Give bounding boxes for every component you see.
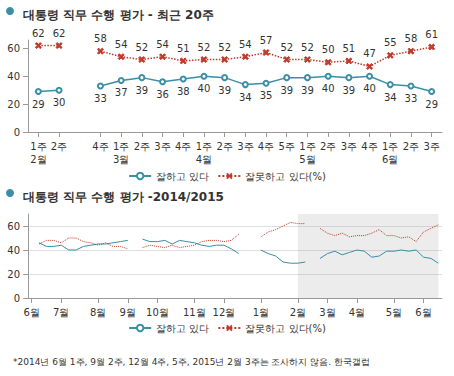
svg-text:2주: 2주 — [51, 141, 67, 152]
svg-text:33: 33 — [405, 93, 418, 104]
svg-text:51: 51 — [342, 43, 355, 54]
svg-text:40: 40 — [7, 245, 20, 256]
svg-text:58: 58 — [94, 33, 107, 44]
svg-text:30: 30 — [53, 97, 66, 108]
svg-text:39: 39 — [280, 85, 293, 96]
svg-text:4주: 4주 — [361, 141, 377, 152]
svg-text:51: 51 — [177, 43, 190, 54]
svg-text:37: 37 — [115, 87, 128, 98]
svg-text:잘못하고 있다(%): 잘못하고 있다(%) — [245, 171, 326, 182]
svg-text:2월: 2월 — [290, 307, 306, 318]
svg-text:0: 0 — [14, 127, 20, 138]
svg-text:58: 58 — [405, 33, 418, 44]
svg-text:47: 47 — [363, 48, 376, 59]
svg-text:5주: 5주 — [279, 141, 295, 152]
svg-text:5월: 5월 — [299, 154, 315, 165]
svg-text:잘못하고 있다(%): 잘못하고 있다(%) — [245, 323, 326, 334]
svg-text:52: 52 — [218, 42, 231, 53]
svg-text:잘하고 있다: 잘하고 있다 — [156, 323, 209, 334]
svg-text:60: 60 — [7, 43, 20, 54]
svg-text:4주: 4주 — [92, 141, 108, 152]
svg-text:4주: 4주 — [258, 141, 274, 152]
svg-text:39: 39 — [301, 85, 314, 96]
svg-text:2주: 2주 — [134, 141, 150, 152]
svg-text:29: 29 — [32, 99, 45, 110]
svg-text:대통령 직무 수행 평가 -2014/2015: 대통령 직무 수행 평가 -2014/2015 — [23, 190, 224, 204]
svg-text:33: 33 — [94, 93, 107, 104]
svg-text:2월: 2월 — [30, 154, 46, 165]
svg-text:34: 34 — [384, 92, 397, 103]
svg-text:5월: 5월 — [386, 307, 402, 318]
svg-text:10월: 10월 — [146, 307, 169, 318]
svg-text:4주: 4주 — [175, 141, 191, 152]
svg-text:6월: 6월 — [24, 307, 40, 318]
svg-text:3주: 3주 — [237, 141, 253, 152]
svg-text:54: 54 — [239, 39, 252, 50]
svg-text:0: 0 — [14, 293, 20, 304]
svg-text:잘하고 있다: 잘하고 있다 — [156, 171, 209, 182]
svg-text:52: 52 — [301, 42, 314, 53]
svg-text:39: 39 — [342, 85, 355, 96]
svg-text:52: 52 — [198, 42, 211, 53]
svg-text:1주: 1주 — [382, 141, 398, 152]
svg-text:62: 62 — [53, 28, 66, 39]
svg-text:2주: 2주 — [320, 141, 336, 152]
svg-text:11월: 11월 — [183, 307, 206, 318]
svg-text:54: 54 — [156, 39, 169, 50]
svg-text:20: 20 — [7, 99, 20, 110]
svg-text:1주: 1주 — [299, 141, 315, 152]
svg-text:3주: 3주 — [423, 141, 439, 152]
svg-text:39: 39 — [218, 85, 231, 96]
svg-text:55: 55 — [384, 37, 397, 48]
svg-text:61: 61 — [425, 29, 438, 40]
svg-text:29: 29 — [425, 99, 438, 110]
svg-text:3주: 3주 — [154, 141, 170, 152]
svg-text:6월: 6월 — [382, 154, 398, 165]
svg-text:60: 60 — [7, 221, 20, 232]
svg-text:4월: 4월 — [196, 154, 212, 165]
svg-text:1월: 1월 — [253, 307, 269, 318]
svg-text:57: 57 — [260, 35, 273, 46]
svg-text:*2014년 6월 1주, 9월 2주, 12월 4주, 5: *2014년 6월 1주, 9월 2주, 12월 4주, 5주, 2015년 2… — [13, 357, 370, 367]
svg-text:54: 54 — [115, 39, 128, 50]
svg-text:52: 52 — [280, 42, 293, 53]
svg-text:4월: 4월 — [349, 307, 365, 318]
svg-text:9월: 9월 — [120, 307, 136, 318]
svg-text:1주: 1주 — [30, 141, 46, 152]
svg-text:39: 39 — [135, 85, 148, 96]
svg-text:1주: 1주 — [113, 141, 129, 152]
svg-text:2주: 2주 — [216, 141, 232, 152]
svg-text:62: 62 — [32, 28, 45, 39]
svg-text:35: 35 — [260, 90, 273, 101]
svg-text:36: 36 — [156, 89, 169, 100]
svg-text:2주: 2주 — [403, 141, 419, 152]
svg-text:3주: 3주 — [341, 141, 357, 152]
svg-text:3월: 3월 — [319, 307, 335, 318]
svg-text:50: 50 — [322, 44, 335, 55]
svg-text:40: 40 — [198, 83, 211, 94]
svg-text:52: 52 — [135, 42, 148, 53]
svg-text:대통령 직무 수행 평가 - 최근 20주: 대통령 직무 수행 평가 - 최근 20주 — [23, 8, 214, 22]
svg-text:8월: 8월 — [90, 307, 106, 318]
svg-text:6월: 6월 — [415, 307, 431, 318]
svg-text:40: 40 — [363, 83, 376, 94]
svg-text:38: 38 — [177, 86, 190, 97]
svg-text:12월: 12월 — [213, 307, 236, 318]
svg-text:20: 20 — [7, 269, 20, 280]
svg-text:34: 34 — [239, 92, 252, 103]
svg-text:40: 40 — [7, 71, 20, 82]
svg-text:7월: 7월 — [53, 307, 69, 318]
svg-text:1주: 1주 — [196, 141, 212, 152]
svg-text:3월: 3월 — [113, 154, 129, 165]
svg-text:40: 40 — [322, 83, 335, 94]
